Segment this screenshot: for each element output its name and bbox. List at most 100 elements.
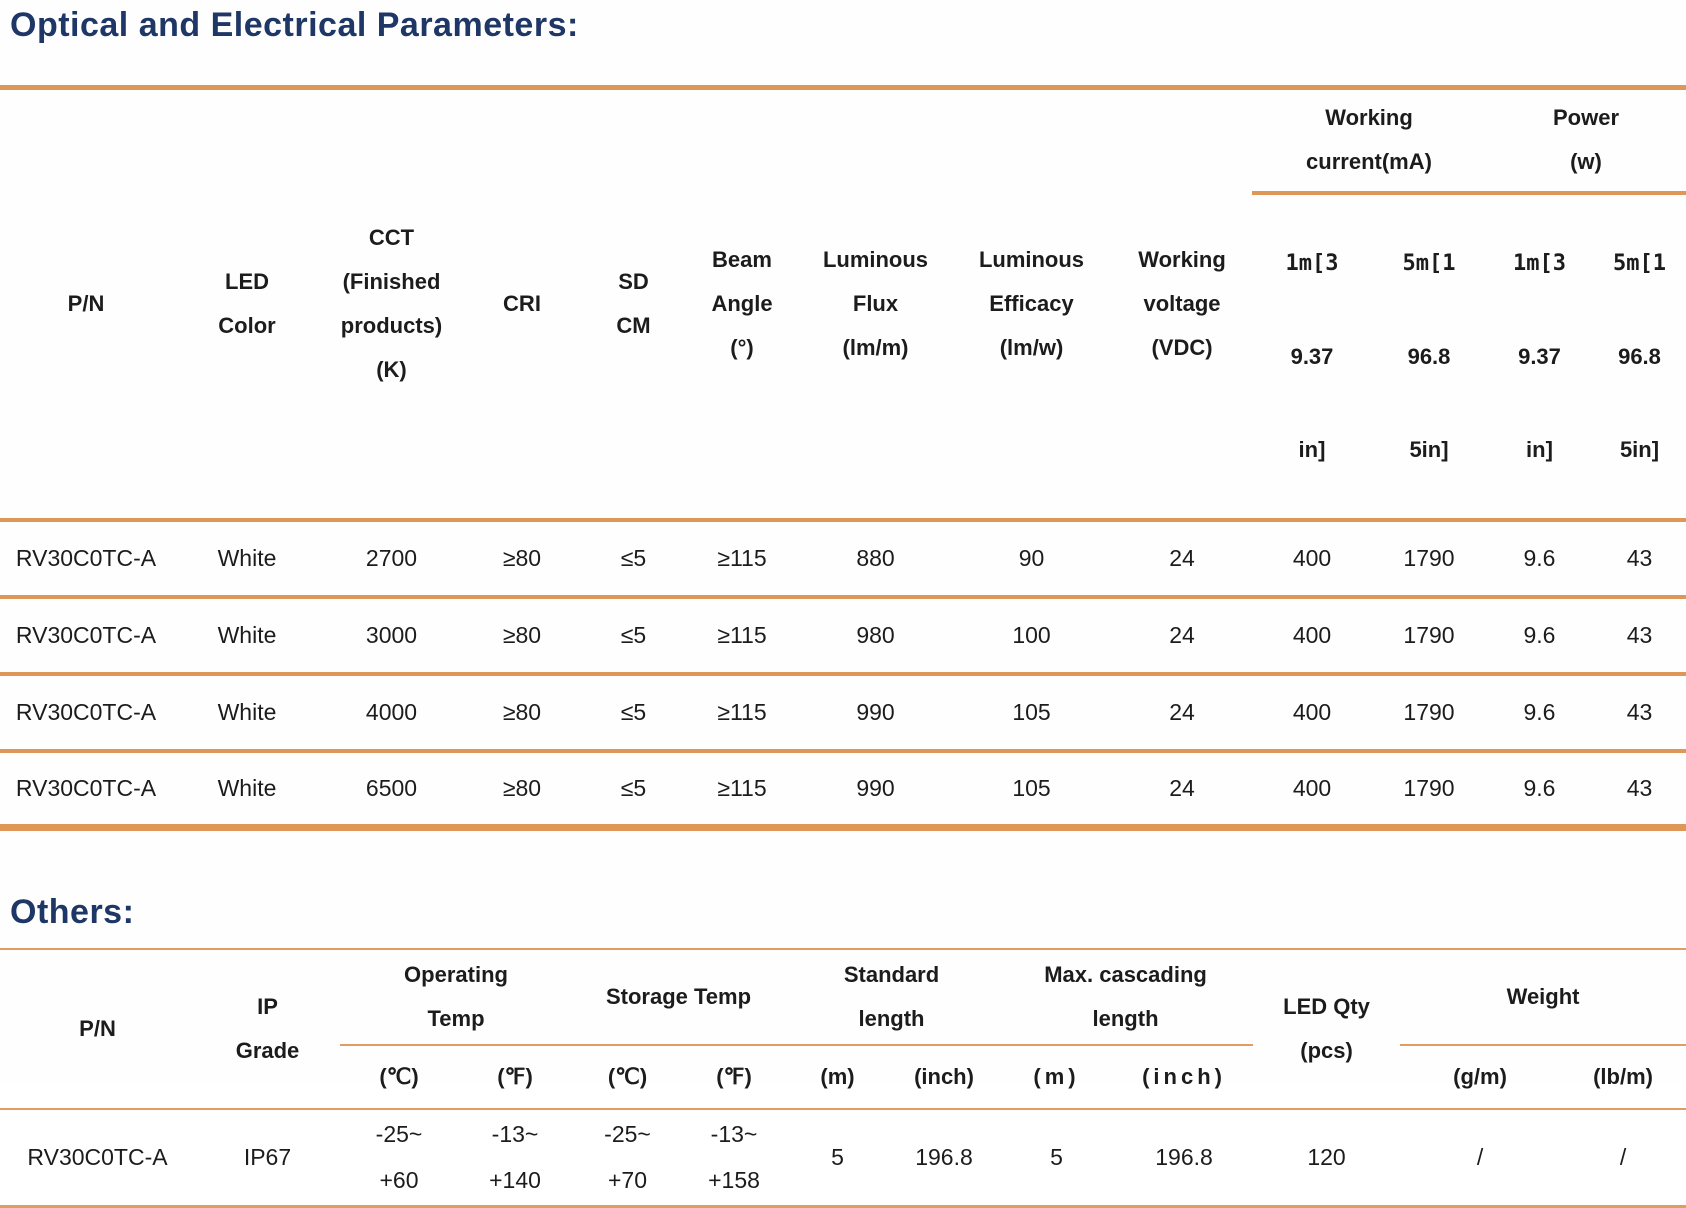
subheader-line: in] [1526, 436, 1553, 462]
col-operating-temp-group-header: Operating Temp [340, 949, 572, 1046]
col-storage-temp-celsius-header: (℃) [607, 1064, 648, 1089]
col-storage-temp-fahrenheit-header: (℉) [716, 1064, 752, 1089]
cell-working-current-1m: 400 [1292, 774, 1332, 801]
cell-luminous-efficacy: 100 [1012, 621, 1051, 648]
cell-power-1m: 9.6 [1523, 544, 1556, 571]
subheader-line: 5m[1 [1402, 250, 1456, 276]
cell-led-qty: 120 [1307, 1144, 1346, 1171]
col-storage-temp-group-header: Storage Temp [572, 949, 785, 1046]
datasheet-page: Optical and Electrical Parameters: P/N L… [0, 6, 1686, 1208]
col-operating-temp-celsius-header: (℃) [379, 1064, 419, 1089]
col-led-color-header: LED Color [218, 268, 276, 338]
col-luminous-flux-header: Luminous Flux (lm/m) [822, 246, 929, 360]
cell-sdcm: ≤5 [620, 698, 647, 725]
cell-sdcm: ≤5 [620, 621, 647, 648]
cell-operating-temp-c: -25~ +60 [375, 1121, 423, 1194]
cell-cri: ≥80 [502, 774, 542, 801]
col-luminous-efficacy-header: Luminous Efficacy (lm/w) [978, 246, 1085, 360]
cell-luminous-efficacy: 105 [1012, 698, 1051, 725]
col-sdcm-header: SD CM [616, 268, 651, 338]
cell-pn: RV30C0TC-A [27, 1144, 168, 1171]
cell-power-5m: 43 [1626, 698, 1653, 725]
subheader-line: 9.37 [1518, 343, 1561, 369]
cell-cct: 2700 [365, 544, 418, 571]
cell-pn: RV30C0TC-A [15, 544, 157, 571]
col-power-1m-header: 1m[3 9.37 in] [1486, 193, 1593, 520]
subheader-line: 5in] [1619, 436, 1660, 462]
col-max-cascading-length-group-header: Max. cascading length [998, 949, 1254, 1046]
cell-led-color: White [217, 698, 277, 725]
col-standard-length-m-header: (m) [820, 1064, 855, 1089]
col-pn-header: P/N [67, 290, 105, 316]
cell-power-5m: 43 [1626, 621, 1653, 648]
subheader-line: 96.8 [1618, 343, 1661, 369]
cell-power-1m: 9.6 [1523, 621, 1556, 648]
others-header-row: P/N IP Grade Operating Temp Storage Temp… [0, 949, 1686, 1063]
col-standard-length-group-header: Standard length [785, 949, 999, 1046]
col-weight-group-header: Weight [1400, 949, 1686, 1046]
cell-operating-temp-f: -13~ +140 [489, 1121, 541, 1194]
cell-pn: RV30C0TC-A [15, 774, 157, 801]
cell-storage-temp-c: -25~ +70 [604, 1121, 651, 1194]
col-led-qty-header: LED Qty (pcs) [1283, 994, 1370, 1063]
others-table: P/N IP Grade Operating Temp Storage Temp… [0, 948, 1686, 1208]
cell-luminous-flux: 880 [856, 544, 895, 571]
cell-luminous-efficacy: 90 [1018, 544, 1045, 571]
col-power-5m-header: 5m[1 96.8 5in] [1593, 193, 1686, 520]
subheader-line: 5m[1 [1613, 250, 1666, 276]
others-table-row: RV30C0TC-A IP67 -25~ +60 -13~ +140 -25~ … [0, 1109, 1686, 1206]
col-ip-grade-header: IP Grade [235, 994, 300, 1063]
cell-working-voltage: 24 [1169, 698, 1195, 725]
subheader-line: in] [1298, 436, 1326, 462]
col-max-cascading-m-header: (m) [1033, 1064, 1080, 1089]
cell-ip-grade: IP67 [243, 1144, 292, 1171]
cell-luminous-flux: 990 [856, 774, 895, 801]
optical-table-row: RV30C0TC-A White 4000 ≥80 ≤5 ≥115 990 10… [0, 673, 1686, 751]
optical-table-row: RV30C0TC-A White 3000 ≥80 ≤5 ≥115 980 10… [0, 596, 1686, 674]
cell-led-color: White [217, 621, 277, 648]
col-standard-length-inch-header: (inch) [914, 1064, 974, 1089]
cell-power-5m: 43 [1626, 544, 1653, 571]
subheader-line: 96.8 [1407, 343, 1451, 369]
col-cri-header: CRI [503, 290, 541, 316]
cell-working-current-5m: 1790 [1403, 544, 1455, 571]
subheader-line: 5in] [1409, 436, 1449, 462]
cell-pn: RV30C0TC-A [15, 621, 157, 648]
cell-working-current-5m: 1790 [1403, 621, 1455, 648]
cell-working-current-1m: 400 [1292, 621, 1332, 648]
col-operating-temp-fahrenheit-header: (℉) [497, 1064, 533, 1089]
cell-led-color: White [217, 774, 277, 801]
cell-weight-gm: / [1476, 1144, 1484, 1171]
cell-cri: ≥80 [502, 698, 542, 725]
cell-power-1m: 9.6 [1523, 698, 1556, 725]
cell-cct: 6500 [365, 774, 418, 801]
cell-max-cascading-inch: 196.8 [1155, 1144, 1213, 1171]
col-weight-gm-header: (g/m) [1453, 1064, 1507, 1089]
cell-working-current-5m: 1790 [1403, 774, 1455, 801]
col-max-cascading-inch-header: (inch) [1142, 1064, 1226, 1089]
cell-luminous-flux: 990 [856, 698, 895, 725]
subheader-line: 1m[3 [1513, 250, 1566, 276]
optical-table-row: RV30C0TC-A White 6500 ≥80 ≤5 ≥115 990 10… [0, 750, 1686, 828]
cell-pn: RV30C0TC-A [15, 698, 157, 725]
cell-weight-lbm: / [1619, 1144, 1627, 1171]
cell-working-current-1m: 400 [1292, 698, 1332, 725]
optical-subheader-row: 1m[3 9.37 in] 5m[1 96.8 5in] 1m[3 9.37 i… [0, 193, 1686, 520]
cell-standard-length-inch: 196.8 [915, 1144, 973, 1171]
col-working-current-1m-header: 1m[3 9.37 in] [1252, 193, 1372, 520]
col-working-current-group-header: Working current(mA) [1252, 87, 1486, 195]
cell-cct: 3000 [365, 621, 418, 648]
cell-beam-angle: ≥115 [717, 774, 767, 801]
optical-header-row: P/N LED Color CCT (Finished products) (K… [0, 87, 1686, 382]
cell-beam-angle: ≥115 [717, 544, 767, 571]
cell-working-voltage: 24 [1169, 621, 1195, 648]
col-working-current-5m-header: 5m[1 96.8 5in] [1372, 193, 1486, 520]
cell-luminous-flux: 980 [856, 621, 895, 648]
cell-standard-length-m: 5 [831, 1144, 844, 1171]
cell-sdcm: ≤5 [620, 544, 647, 571]
cell-working-current-5m: 1790 [1403, 698, 1455, 725]
cell-cri: ≥80 [502, 621, 542, 648]
col-weight-lbm-header: (lb/m) [1593, 1064, 1653, 1089]
cell-cct: 4000 [365, 698, 418, 725]
cell-working-voltage: 24 [1169, 544, 1195, 571]
